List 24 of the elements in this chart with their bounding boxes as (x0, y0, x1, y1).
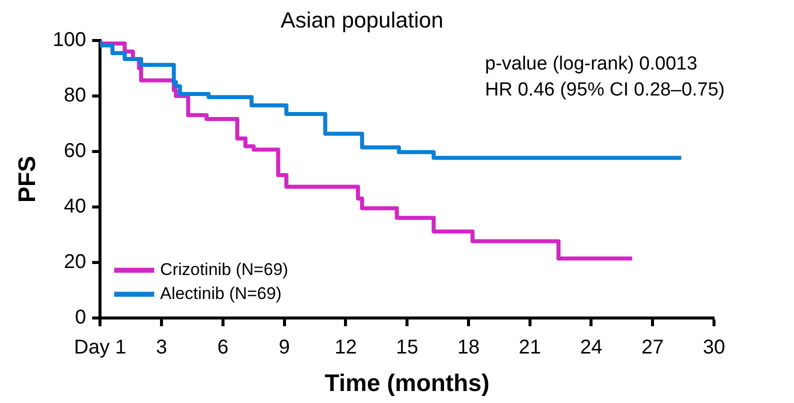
annotation: HR 0.46 (95% CI 0.28–0.75) (485, 80, 725, 101)
annotation: p-value (log-rank) 0.0013 (485, 54, 698, 75)
y-tick-label: 0 (75, 306, 86, 329)
x-axis-title: Time (months) (324, 370, 490, 398)
x-tick-label: 27 (641, 336, 664, 359)
x-tick-label: 9 (278, 336, 290, 359)
y-tick-label: 60 (64, 140, 86, 162)
x-tick-label: 15 (396, 336, 418, 359)
legend-label: Crizotinib (N=69) (160, 260, 288, 279)
legend-label: Alectinib (N=69) (160, 284, 282, 303)
x-tick-label: 18 (457, 336, 480, 359)
y-tick-label: 40 (64, 196, 86, 218)
x-tick-label: Day 1 (74, 336, 126, 359)
x-tick-label: 3 (156, 336, 168, 359)
x-tick-label: 6 (217, 336, 228, 359)
y-tick-label: 20 (64, 251, 86, 274)
y-tick-label: 100 (52, 28, 86, 51)
x-tick-label: 12 (334, 336, 357, 359)
x-tick-label: 21 (518, 336, 541, 359)
y-tick-label: 80 (64, 84, 86, 106)
y-axis-title: PFS (14, 156, 42, 203)
chart-title: Asian population (280, 7, 444, 32)
x-tick-label: 24 (580, 336, 602, 359)
x-tick-label: 30 (702, 336, 726, 359)
